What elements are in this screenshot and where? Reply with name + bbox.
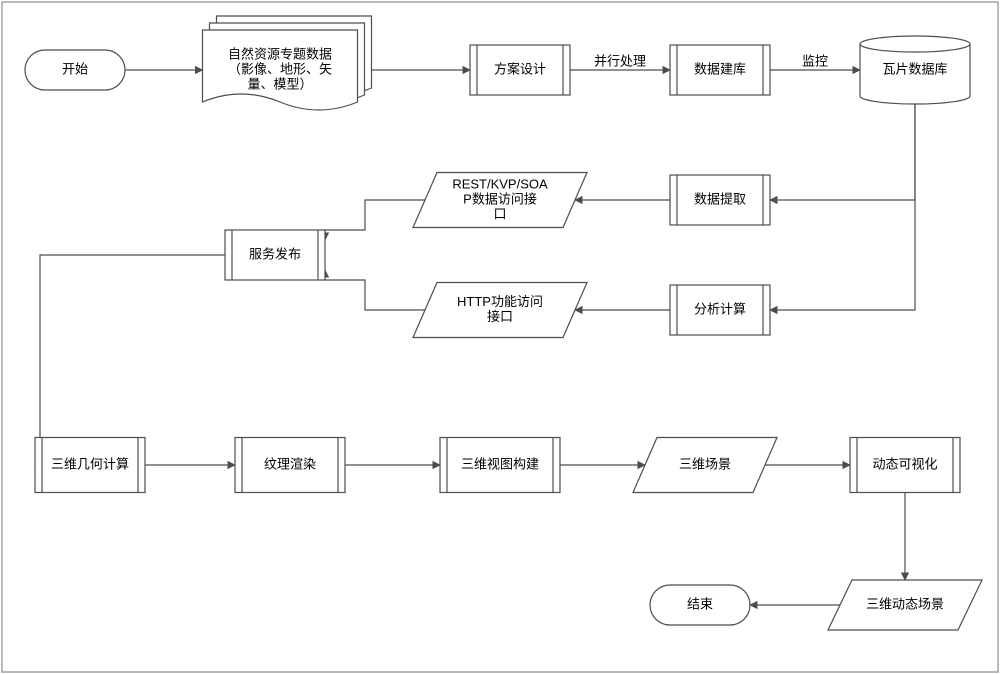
svg-text:HTTP功能访问: HTTP功能访问	[457, 294, 543, 309]
svg-text:动态可视化: 动态可视化	[872, 456, 937, 471]
svg-text:P数据访问接: P数据访问接	[463, 191, 537, 206]
svg-text:开始: 开始	[62, 61, 88, 76]
svg-text:纹理渲染: 纹理渲染	[264, 456, 316, 471]
edge-label-dbbuild-tiledb: 监控	[802, 53, 828, 68]
svg-text:自然资源专题数据: 自然资源专题数据	[228, 46, 332, 61]
svg-text:数据建库: 数据建库	[694, 61, 746, 76]
node-texture: 纹理渲染	[235, 438, 345, 493]
svg-text:三维视图构建: 三维视图构建	[461, 456, 539, 471]
svg-text:接口: 接口	[487, 309, 513, 324]
node-publish: 服务发布	[225, 230, 325, 280]
svg-text:三维场景: 三维场景	[679, 456, 731, 471]
edge-httpif-publish	[325, 270, 425, 310]
node-dynscene: 三维动态场景	[828, 580, 982, 630]
flowchart-canvas: 并行处理 监控开始 自然资源专题数据（影像、地形、矢量、模型） 方案设计 数据建库 瓦片数…	[0, 0, 1000, 674]
node-analysis: 分析计算	[670, 285, 770, 335]
node-start: 开始	[25, 50, 125, 90]
svg-text:方案设计: 方案设计	[494, 61, 546, 76]
node-end: 结束	[650, 585, 750, 625]
node-dbbuild: 数据建库	[670, 45, 770, 95]
node-geom: 三维几何计算	[35, 438, 145, 493]
node-extract: 数据提取	[670, 175, 770, 225]
node-plan: 方案设计	[470, 45, 570, 95]
svg-text:REST/KVP/SOA: REST/KVP/SOA	[452, 176, 548, 191]
edge-tiledb-analysis	[770, 104, 915, 310]
edge-restkvp-publish	[325, 200, 425, 240]
svg-text:服务发布: 服务发布	[249, 246, 301, 261]
svg-text:分析计算: 分析计算	[694, 301, 746, 316]
svg-text:三维几何计算: 三维几何计算	[51, 456, 129, 471]
node-data: 自然资源专题数据（影像、地形、矢量、模型）	[203, 16, 372, 110]
edge-tiledb-extract	[770, 104, 915, 200]
node-viewbuild: 三维视图构建	[440, 438, 560, 493]
svg-text:量、模型）: 量、模型）	[247, 76, 312, 91]
svg-text:（影像、地形、矢: （影像、地形、矢	[228, 61, 332, 76]
svg-text:三维动态场景: 三维动态场景	[866, 596, 944, 611]
node-restkvp: REST/KVP/SOAP数据访问接口	[413, 173, 587, 228]
edge-label-plan-dbbuild: 并行处理	[594, 53, 646, 68]
node-tiledb: 瓦片数据库	[860, 36, 970, 104]
svg-text:结束: 结束	[687, 596, 713, 611]
node-httpif: HTTP功能访问接口	[413, 283, 587, 338]
svg-text:数据提取: 数据提取	[694, 191, 746, 206]
svg-text:口: 口	[493, 206, 506, 221]
svg-text:瓦片数据库: 瓦片数据库	[882, 61, 947, 76]
nodes: 开始 自然资源专题数据（影像、地形、矢量、模型） 方案设计 数据建库 瓦片数据库数据提取…	[25, 16, 982, 630]
node-dynvis: 动态可视化	[850, 438, 960, 493]
edge-publish-geom	[35, 255, 225, 465]
node-scene: 三维场景	[633, 438, 777, 493]
